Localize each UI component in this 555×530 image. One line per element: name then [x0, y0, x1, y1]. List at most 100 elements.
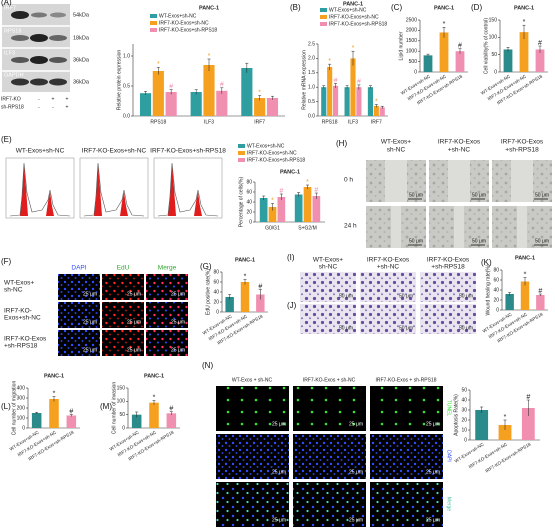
legend-swatch [320, 22, 327, 26]
chart-title: PANC-1 [434, 5, 454, 11]
y-tick-label: 0 [22, 425, 25, 431]
bar [259, 198, 268, 222]
y-tick-label: 100 [489, 35, 498, 41]
bar [149, 402, 159, 428]
significance: * [157, 61, 160, 68]
chart-title: PANC-1 [144, 373, 164, 379]
x-tick-label: IRF7 [371, 119, 382, 125]
y-tick-label: 0 [122, 425, 125, 431]
bar [256, 294, 265, 312]
wound-gap [391, 206, 401, 248]
significance: # [538, 40, 542, 47]
scale-label: 25 μm [83, 347, 97, 353]
row-label: DAPI [446, 450, 452, 462]
bar [131, 414, 142, 428]
y-tick-label: 1.0 [308, 85, 315, 91]
legend-label: WT-Exos+sh-NC [159, 13, 197, 19]
significance: * [375, 98, 378, 105]
x-tick-label: IRF7-KO-Exos+sh-RPS18 [484, 441, 532, 473]
chart-title: PANC-1 [44, 373, 64, 379]
bar [327, 67, 333, 116]
x-tick-label: RPS18 [322, 119, 338, 125]
y-tick-label: 50 [119, 412, 125, 418]
panel-label: (D) [471, 3, 482, 12]
significance: * [306, 179, 309, 186]
band-name: ILF3 [4, 50, 15, 56]
row-label: 0 h [344, 177, 353, 184]
bar [519, 32, 529, 72]
row-label: WT-Exos+ [4, 280, 34, 287]
sign: - [38, 104, 40, 110]
y-tick-label: 20 [213, 299, 219, 305]
y-axis-label: Cell number of migration [11, 381, 17, 436]
bar [498, 425, 512, 440]
legend-swatch [238, 151, 245, 155]
bar [268, 207, 277, 222]
band-name: RPS18 [4, 28, 21, 34]
scale-label: 25 μm [349, 421, 363, 427]
significance: # [357, 79, 361, 86]
chart-title: PANC-1 [235, 257, 255, 263]
chart-title: PANC-1 [514, 5, 534, 11]
bar [241, 68, 253, 116]
y-tick-label: 400 [17, 385, 26, 391]
bar [536, 295, 545, 310]
bar [303, 187, 312, 222]
scale-label: 25 μm [171, 319, 185, 325]
y-tick-label: 80 [246, 179, 252, 185]
panel-label: (L) [1, 402, 11, 411]
bar [152, 71, 164, 116]
row-label: 24 h [344, 223, 357, 230]
y-tick-label: 1000 [406, 49, 417, 55]
panel-label: (F) [1, 257, 12, 266]
tunel-image [216, 482, 289, 527]
chart-title: PANC-1 [515, 255, 535, 261]
sign: - [52, 104, 54, 110]
panel-label: (B) [290, 3, 301, 12]
significance: * [208, 53, 211, 60]
panel-label: (K) [481, 258, 492, 267]
scale-label: 25 μm [171, 291, 185, 297]
y-tick-label: 100 [17, 415, 26, 421]
wound-gap [511, 160, 533, 202]
scale-label: 25 μm [272, 517, 286, 523]
panel-label: (G) [200, 262, 212, 271]
bar [439, 32, 449, 72]
y-tick-label: 0 [216, 309, 219, 315]
significance: * [504, 414, 507, 421]
x-tick-label: IRF7-KO-Exos+sh-NC [468, 441, 509, 469]
scale-label: 50 μm [409, 192, 423, 198]
bar [225, 297, 234, 312]
bar [254, 98, 266, 116]
y-axis-label: Relative protein expression [116, 50, 122, 111]
flow-title: IRF7-KO-Exos+sh-RPS18 [150, 148, 226, 155]
y-tick-label: 10 [461, 427, 467, 433]
bar [66, 415, 77, 428]
transwell-image [300, 304, 356, 334]
x-tick-label: RPS18 [150, 119, 166, 125]
y-tick-label: 2000 [406, 28, 417, 34]
wound-gap [385, 160, 407, 202]
bar [49, 399, 59, 428]
blot-image [2, 4, 70, 92]
column-label: sh-NC [319, 264, 338, 271]
significance: # [279, 188, 283, 195]
bar [240, 282, 250, 312]
row-name: sh-RPS18 [1, 104, 24, 110]
bar [535, 49, 545, 72]
row-label: +sh-RPS18 [4, 343, 38, 350]
chart-title: PANC-1 [280, 169, 300, 175]
x-tick-label: ILF3 [348, 119, 358, 125]
y-axis-label: Lipid number [398, 31, 404, 60]
y-tick-label: 0.0 [308, 113, 315, 119]
y-tick-label: 80 [213, 269, 219, 275]
tunel-image [216, 434, 289, 479]
scale-label: 50 μm [459, 293, 473, 299]
flow-title: IRF7-KO-Exos+sh-NC [82, 148, 147, 155]
column-label: WT-Exos+ [381, 139, 411, 146]
y-tick-label: 1.5 [308, 70, 315, 76]
significance: # [220, 82, 224, 89]
band-name: GAPDH [4, 72, 24, 78]
scale-label: 50 μm [535, 192, 549, 198]
y-axis-label: Wound healing rate(%) [485, 264, 491, 315]
